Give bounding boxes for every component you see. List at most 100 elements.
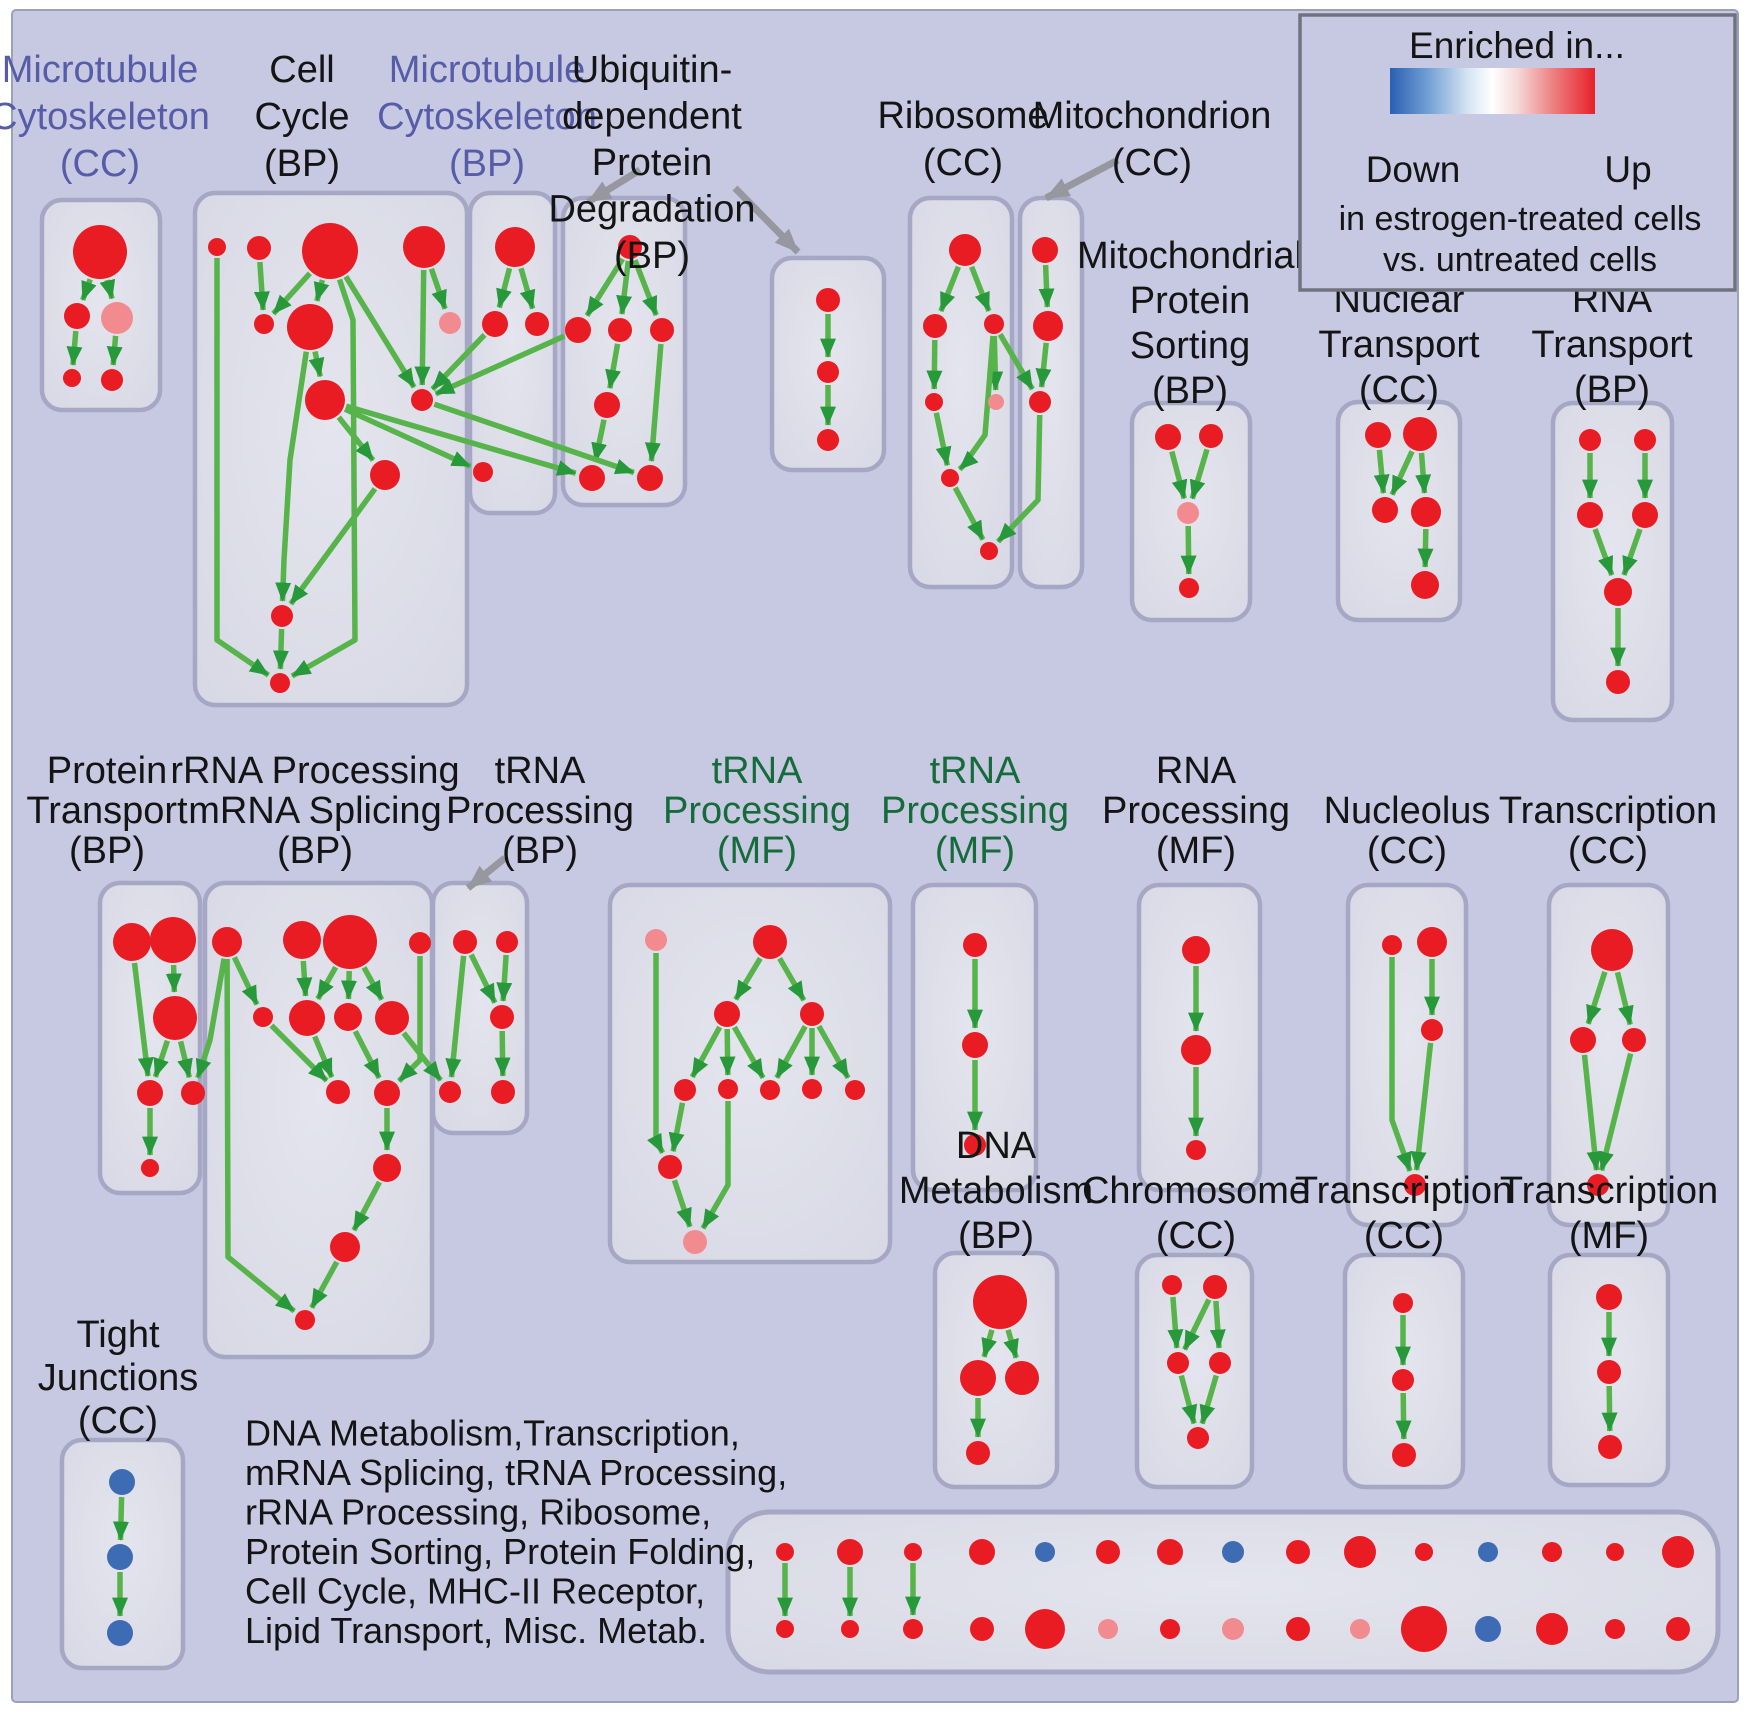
edge-cell_cycle-a-l xyxy=(214,258,270,678)
cluster-mt_cc-label-line-3: (CC) xyxy=(60,143,140,185)
edge-cell_cycle-k-l xyxy=(272,628,289,670)
edge-cross-rrna.rr7-trna_bp.t3 xyxy=(401,1031,443,1082)
cluster-dna_met-box xyxy=(932,1250,1060,1490)
edge-cell_cycle-c-e xyxy=(271,271,312,316)
node-bottom-col-8-bottom xyxy=(1286,1617,1310,1641)
edge-cell_cycle-f-k xyxy=(275,351,310,602)
cluster-rrna-label-line-1: rRNA Processing xyxy=(170,750,459,792)
edge-chromosome-c0-c2 xyxy=(1167,1296,1184,1349)
node-trna_mf1-g9 xyxy=(658,1155,682,1179)
edge-trans_cc_mid-x0-x1 xyxy=(1585,971,1608,1025)
legend-up-label: Up xyxy=(1604,149,1651,190)
edge-mito_sort-s2-s3 xyxy=(1180,525,1197,575)
cluster-mito-label-line-2: (CC) xyxy=(1112,142,1192,184)
edge-ub_a-u0-u1 xyxy=(584,257,625,318)
edge-prot_trans-p1-p2 xyxy=(165,964,182,993)
node-bottom-col-13-top xyxy=(1606,1543,1624,1561)
edge-dna_met-d0-d2 xyxy=(1003,1329,1019,1359)
cluster-trna_mf2-label-line-1: tRNA xyxy=(930,750,1021,792)
node-rrna-rr11 xyxy=(330,1232,360,1262)
edge-dna_met-d0-d1 xyxy=(981,1329,997,1358)
node-prot_trans-p0 xyxy=(113,923,151,961)
node-trans_mf-z0 xyxy=(1596,1284,1622,1310)
cluster-trans_cc_mid-box xyxy=(1546,882,1671,1228)
edge-cross-cell_cycle.h-ub_a.u5 xyxy=(345,403,577,476)
edge-rrna-rr5-rr8 xyxy=(312,1035,335,1079)
edge-mito_sort-s0-s2 xyxy=(1169,450,1188,500)
node-bottom-col-1-top xyxy=(837,1539,863,1565)
node-prot_trans-p2 xyxy=(153,996,197,1040)
node-mito-m0 xyxy=(1032,237,1058,263)
cluster-trans_cc_mid-label-line-2: (CC) xyxy=(1568,830,1648,872)
cluster-ribosome-label-line-1: Ribosome xyxy=(877,95,1048,137)
node-bottom-col-4-top xyxy=(1035,1542,1055,1562)
node-mt_cc-c xyxy=(101,302,133,334)
node-bottom-col-6-bottom xyxy=(1160,1619,1180,1639)
description-line-2: mRNA Splicing, tRNA Processing, xyxy=(245,1452,787,1493)
node-mt_cc-e xyxy=(101,369,123,391)
cluster-cell_cycle-label-line-2: Cycle xyxy=(254,96,349,138)
node-rrna-rr8 xyxy=(326,1080,350,1104)
description-line-1: DNA Metabolism,Transcription, xyxy=(245,1413,740,1454)
cluster-ub_a-label-line-5: (BP) xyxy=(614,235,690,277)
node-ub_b-v2 xyxy=(817,429,839,451)
legend-title: Enriched in... xyxy=(1409,25,1625,66)
edge-ribosome-r0-r1 xyxy=(938,265,961,313)
cluster-dna_met-label-line-2: Metabolism xyxy=(899,1170,1093,1212)
node-mt_bp-d xyxy=(473,462,493,482)
description-line-6: Lipid Transport, Misc. Metab. xyxy=(245,1610,707,1651)
node-nucleolus-u3 xyxy=(1404,1174,1426,1196)
node-ub_a-u5 xyxy=(579,465,605,491)
node-trna_mf1-g0 xyxy=(645,929,667,951)
edge-trans_cc_bot-y1-y2 xyxy=(1395,1392,1412,1440)
node-mito_sort-s0 xyxy=(1155,424,1181,450)
cluster-trans_cc_bot-label-line-2: (CC) xyxy=(1364,1215,1444,1257)
node-bottom-col-3-bottom xyxy=(970,1617,994,1641)
node-bottom-col-10-top xyxy=(1415,1543,1433,1561)
edge-ribosome-r2-r5 xyxy=(957,335,996,472)
edge-cross-mito.m2-ribosome.r6 xyxy=(996,414,1043,544)
node-bottom-col-7-top xyxy=(1222,1541,1244,1563)
node-dna_met-d0 xyxy=(973,1275,1027,1329)
cluster-tight_junc-label-line-1: Tight xyxy=(76,1314,160,1356)
node-tight_junc-j1 xyxy=(107,1544,133,1570)
cluster-trna_mf1-label-line-3: (MF) xyxy=(717,830,797,872)
node-trna_mf1-g7 xyxy=(802,1079,822,1099)
node-ub_a-u4 xyxy=(594,392,620,418)
node-mt_bp-c xyxy=(525,312,549,336)
node-cell_cycle-i xyxy=(411,389,433,411)
node-bottom-col-11-bottom xyxy=(1475,1616,1501,1642)
node-bottom-col-8-top xyxy=(1286,1540,1310,1564)
cluster-nuc_trans-label-line-2: Transport xyxy=(1318,324,1480,366)
node-prot_trans-p1 xyxy=(150,917,196,963)
cluster-trans_cc_mid-label-line-1: Transcription xyxy=(1499,790,1717,832)
edge-rna_trans-t3-t4 xyxy=(1621,528,1643,576)
legend-subtitle-1: in estrogen-treated cells xyxy=(1339,200,1702,238)
node-ub_a-u3 xyxy=(650,318,674,342)
node-rna_trans-t2 xyxy=(1577,502,1603,528)
node-chromosome-c1 xyxy=(1203,1275,1227,1299)
cluster-mt_bp-label-line-3: (BP) xyxy=(449,143,525,185)
node-trna_mf1-g10 xyxy=(683,1230,707,1254)
node-prot_trans-p4 xyxy=(181,1081,205,1105)
node-trans_mf-z1 xyxy=(1597,1360,1621,1384)
edge-cell_cycle-c-i xyxy=(343,275,417,389)
node-dna_met-d1 xyxy=(960,1360,996,1396)
node-ribosome-r0 xyxy=(949,234,981,266)
cluster-nucleolus-box xyxy=(1345,882,1469,1228)
edge-trna_mf1-g9-g10 xyxy=(671,1179,693,1228)
node-bottom-col-7-bottom xyxy=(1222,1618,1244,1640)
node-ub_a-u1 xyxy=(565,317,591,343)
node-cell_cycle-h xyxy=(305,380,345,420)
node-ribosome-r5 xyxy=(941,469,959,487)
cluster-mito_sort-label-line-1: Mitochondrial xyxy=(1077,235,1303,277)
edge-chromosome-c1-c3 xyxy=(1209,1300,1226,1349)
edge-trna_bp-t1-t2 xyxy=(496,954,513,1002)
cluster-rna_proc-label-line-2: Processing xyxy=(1102,790,1290,832)
cluster-prot_trans-label-line-2: Transport xyxy=(26,790,188,832)
node-bottom-col-0-top xyxy=(776,1543,794,1561)
node-trans_cc_bot-y2 xyxy=(1392,1443,1416,1467)
edge-rrna-rr11-rr12 xyxy=(309,1260,340,1310)
node-rrna-rr0 xyxy=(212,927,242,957)
node-rna_proc-q0 xyxy=(1182,936,1210,964)
